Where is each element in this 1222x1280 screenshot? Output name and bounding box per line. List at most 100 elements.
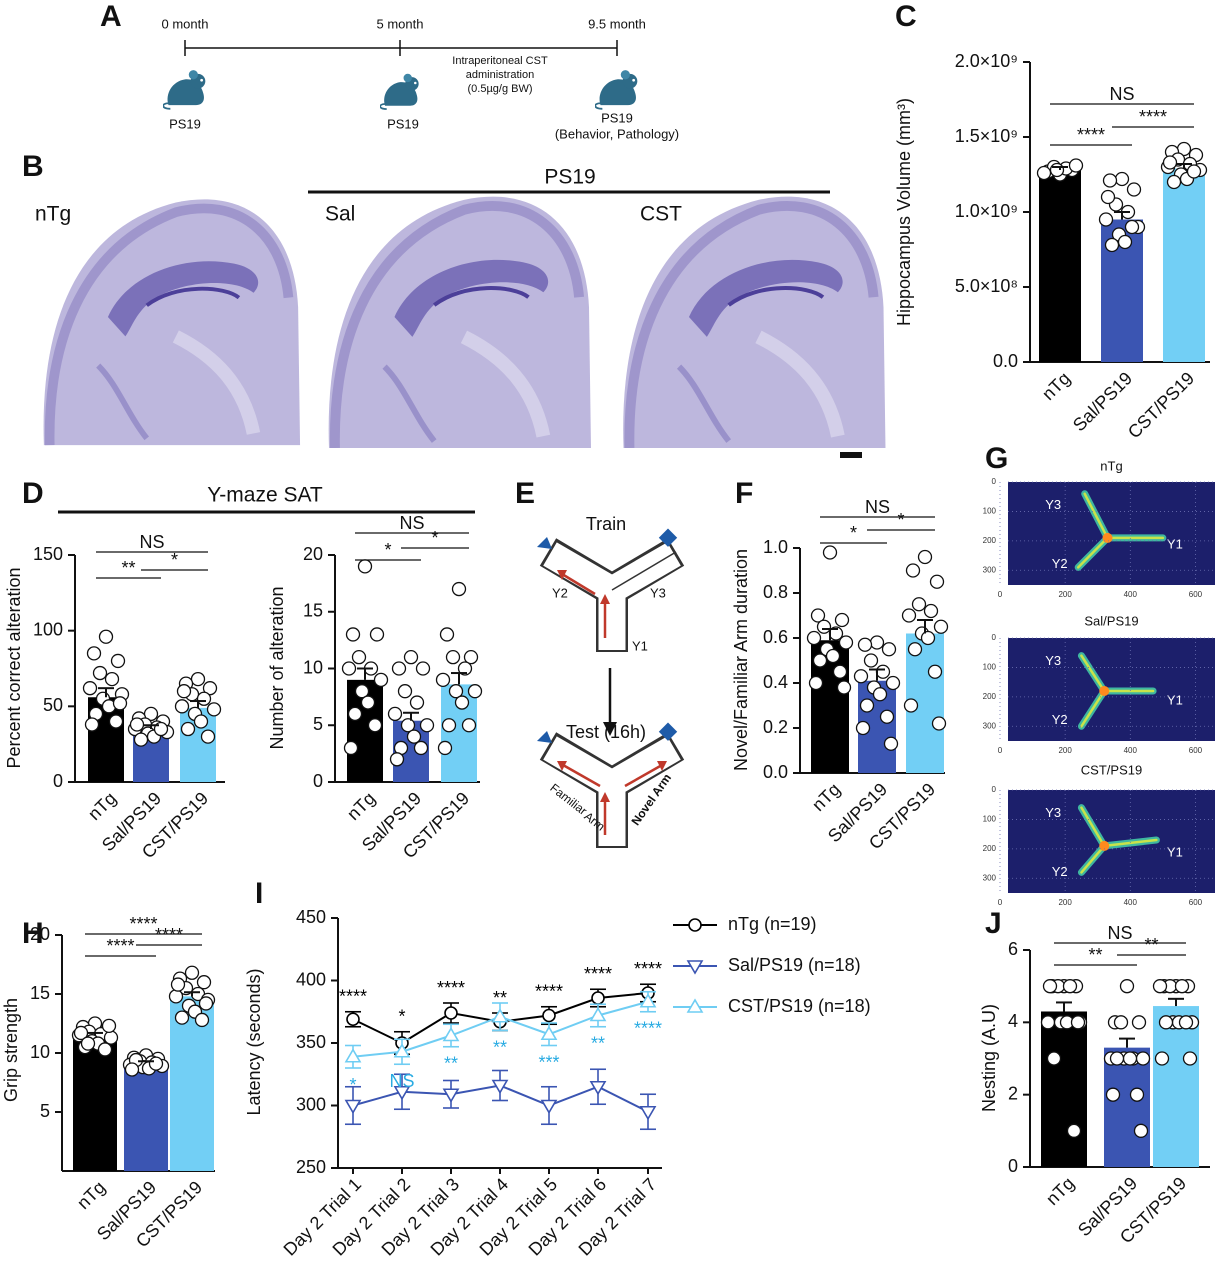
data-point <box>461 718 477 733</box>
data-point <box>905 563 921 578</box>
heatmap-x-tick: 600 <box>1189 898 1203 907</box>
data-point <box>1135 1051 1151 1066</box>
heatmap-title: CST/PS19 <box>1081 762 1142 777</box>
legend-label: Sal/PS19 (n=18) <box>728 955 861 975</box>
outcome-label: (Behavior, Pathology) <box>555 126 679 141</box>
y-tick-label: 2.0×10⁹ <box>955 51 1018 71</box>
arm-label: Familiar <box>547 781 589 818</box>
data-point <box>1124 219 1140 235</box>
heatmap-x-tick: 200 <box>1058 746 1072 755</box>
marker <box>542 1008 556 1023</box>
heatmap-x-tick: 600 <box>1189 746 1203 755</box>
significance-label: * <box>897 510 904 530</box>
data-point <box>98 629 114 644</box>
marker <box>639 1105 657 1121</box>
data-point <box>1131 1015 1147 1030</box>
data-point <box>869 635 885 650</box>
arm-label: Y1 <box>1167 692 1183 707</box>
heatmap-hotspot <box>1099 685 1110 696</box>
panel-label: H <box>22 917 44 950</box>
data-point <box>1070 1015 1086 1030</box>
marker <box>491 1008 509 1023</box>
heatmap-track-core <box>1080 844 1106 874</box>
data-point <box>857 637 873 652</box>
significance-label: NS <box>1107 923 1132 943</box>
arm-label: Y3 <box>1045 653 1061 668</box>
data-point <box>931 716 947 731</box>
data-point <box>872 687 888 702</box>
data-point <box>101 1018 117 1034</box>
data-point <box>1117 234 1133 250</box>
data-point <box>1162 155 1178 170</box>
time-label: 9.5 month <box>588 16 646 31</box>
y-tick-label: 20 <box>303 544 323 564</box>
significance-label: ** <box>444 1054 458 1074</box>
data-point <box>373 672 389 687</box>
significance-label: ** <box>121 558 135 578</box>
bar <box>1153 1006 1199 1167</box>
data-point <box>400 718 416 733</box>
heatmap-x-tick: 400 <box>1124 590 1138 599</box>
data-point <box>917 549 933 565</box>
y-tick-label: 5 <box>313 714 323 734</box>
x-tick-label: CST/PS19 <box>1124 368 1198 442</box>
subject-label: PS19 <box>601 110 633 125</box>
error-bar <box>1168 997 1184 1007</box>
significance-label: **** <box>584 964 612 984</box>
data-point <box>1105 1087 1121 1102</box>
data-point <box>437 740 453 756</box>
significance-label: **** <box>634 1019 662 1039</box>
subject-label: PS19 <box>169 116 201 131</box>
heatmap <box>1008 790 1215 893</box>
data-point <box>463 650 479 665</box>
panel-label: E <box>515 477 535 510</box>
ymaze-diagram: Train Y2 Y3 Y1 Test (16h) Familiar Arm N… <box>537 514 685 848</box>
data-point <box>467 684 483 699</box>
data-point <box>859 698 875 713</box>
error-bar <box>190 700 206 708</box>
treatment-note: administration <box>466 69 534 81</box>
data-point <box>1068 158 1084 173</box>
y-tick-label: 1.0×10⁹ <box>955 201 1018 221</box>
y-axis-label: Latency (seconds) <box>244 968 264 1115</box>
y-tick-label: 0 <box>53 771 63 791</box>
data-point <box>1066 1123 1082 1138</box>
heatmap-y-tick: 0 <box>992 477 997 486</box>
y-tick-label: 5.0×10⁸ <box>955 276 1018 296</box>
heatmap-x-tick: 200 <box>1058 898 1072 907</box>
heatmap-x-tick: 600 <box>1189 590 1203 599</box>
data-point <box>822 545 838 560</box>
y-tick-label: 6 <box>1008 939 1018 959</box>
significance-label: NS <box>389 1071 414 1091</box>
marker <box>444 1006 458 1020</box>
marker <box>442 1026 460 1042</box>
section-label: CST <box>640 203 682 226</box>
data-point <box>1042 979 1058 994</box>
error-bar <box>357 667 373 680</box>
heatmap-x-tick: 0 <box>998 898 1003 907</box>
significance-label: ** <box>1144 935 1158 955</box>
panel-label: G <box>985 442 1008 475</box>
data-point <box>415 661 431 676</box>
arm-label: Y1 <box>1167 844 1183 859</box>
data-point <box>881 642 897 657</box>
data-point <box>1062 979 1078 994</box>
bar <box>73 1035 117 1171</box>
heatmap-y-tick: 300 <box>983 721 997 730</box>
data-point <box>454 695 470 710</box>
significance-label: * <box>850 523 857 543</box>
data-point <box>901 608 917 623</box>
significance-label: * <box>384 540 391 560</box>
scale-bar <box>840 452 862 458</box>
x-tick-label: nTg <box>1038 368 1074 404</box>
data-point <box>1129 1087 1145 1102</box>
data-point <box>397 684 413 699</box>
legend-marker <box>686 998 704 1013</box>
data-point <box>170 977 186 992</box>
y-tick-label: 50 <box>43 695 63 715</box>
error-bar <box>138 1060 154 1063</box>
data-point <box>1040 1015 1056 1030</box>
heatmap-y-tick: 100 <box>983 663 997 672</box>
y-tick-label: 4 <box>1008 1011 1018 1031</box>
